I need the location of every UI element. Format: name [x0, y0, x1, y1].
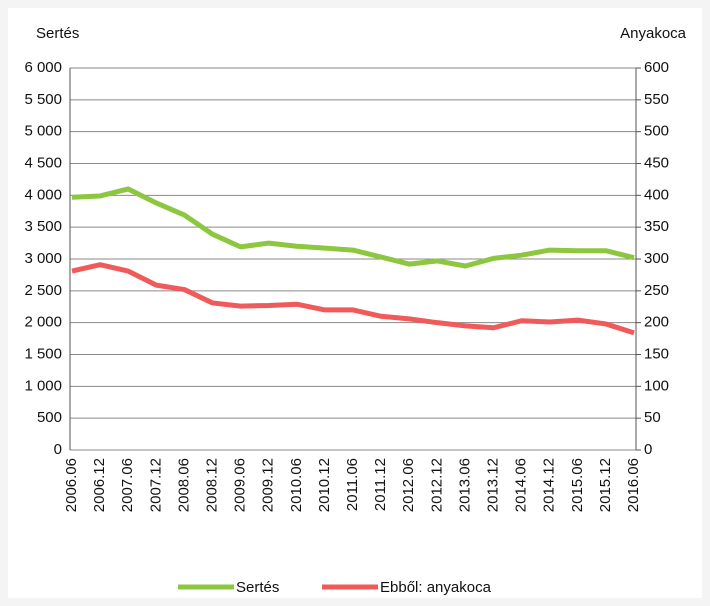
y-tick-label: 1 000: [24, 377, 62, 394]
y2-tick-label: 150: [644, 345, 669, 362]
x-tick-label: 2013.12: [484, 458, 501, 512]
x-tick-label: 2008.12: [203, 458, 220, 512]
y-tick-label: 5 500: [24, 91, 62, 108]
y2-tick-label: 400: [644, 186, 669, 203]
y2-tick-label: 450: [644, 154, 669, 171]
y-tick-label: 3 000: [24, 250, 62, 267]
y2-tick-label: 0: [644, 441, 652, 458]
y-tick-label: 2 000: [24, 314, 62, 331]
y2-tick-label: 600: [644, 59, 669, 76]
y2-tick-label: 550: [644, 91, 669, 108]
y-tick-label: 1 500: [24, 345, 62, 362]
series-line: [71, 262, 635, 336]
x-tick-label: 2014.12: [541, 458, 558, 512]
x-tick-label: 2006.12: [91, 458, 108, 512]
x-tick-label: 2007.06: [119, 458, 136, 512]
y2-tick-label: 50: [644, 409, 661, 426]
x-tick-label: 2013.06: [456, 458, 473, 512]
x-tick-label: 2009.06: [232, 458, 249, 512]
x-tick-label: 2011.06: [344, 458, 361, 511]
x-tick-label: 2010.12: [316, 458, 333, 512]
legend-label: Sertés: [236, 579, 279, 596]
y-tick-label: 4 000: [24, 186, 62, 203]
x-tick-label: 2007.12: [147, 458, 164, 512]
y-tick-label: 500: [37, 409, 62, 426]
y-tick-label: 5 000: [24, 123, 62, 140]
x-tick-label: 2014.06: [513, 458, 530, 512]
y-tick-label: 4 500: [24, 154, 62, 171]
x-tick-label: 2015.06: [569, 458, 586, 512]
x-tick-label: 2012.06: [400, 458, 417, 512]
y-tick-label: 0: [54, 441, 62, 458]
y2-tick-label: 250: [644, 282, 669, 299]
y2-tick-label: 500: [644, 123, 669, 140]
y2-tick-label: 100: [644, 377, 669, 394]
y2-tick-label: 200: [644, 314, 669, 331]
x-tick-label: 2008.06: [175, 458, 192, 512]
panel: [8, 8, 702, 598]
y2-tick-label: 350: [644, 218, 669, 235]
x-tick-label: 2010.06: [288, 458, 305, 512]
x-tick-label: 2012.12: [428, 458, 445, 512]
series-line: [71, 186, 635, 269]
legend-label: Ebből: anyakoca: [380, 579, 492, 596]
y2-tick-label: 300: [644, 250, 669, 267]
x-tick-label: 2011.12: [372, 458, 389, 511]
y-axis-title: Sertés: [36, 25, 79, 42]
x-tick-label: 2016.06: [625, 458, 642, 512]
x-tick-label: 2009.12: [260, 458, 277, 512]
y-tick-label: 3 500: [24, 218, 62, 235]
y-tick-label: 6 000: [24, 59, 62, 76]
y2-axis-title: Anyakoca: [620, 25, 687, 42]
x-tick-label: 2006.06: [63, 458, 80, 512]
x-tick-label: 2015.12: [597, 458, 614, 512]
y-tick-label: 2 500: [24, 282, 62, 299]
